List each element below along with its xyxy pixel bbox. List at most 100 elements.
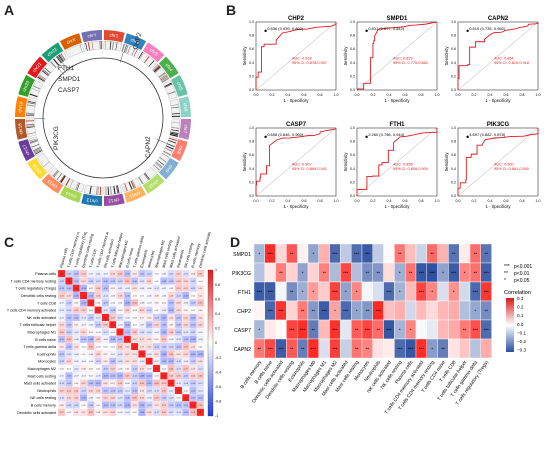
panel-b: B CHP2 0.836 (0.939, 0.860) AUC: 0.918 95% … [222, 0, 550, 225]
corr-value: 0.21 [125, 310, 130, 312]
y-tick-label: 0.0 [249, 88, 254, 92]
corr-value: 0.27 [155, 398, 160, 400]
corr-value: -0.12 [103, 310, 108, 312]
corr-value: 0.03 [155, 376, 160, 378]
heatmap-cell [275, 319, 287, 340]
cytoband [171, 127, 180, 129]
gene-row-label: PIK3CG [232, 271, 251, 277]
corr-value: -0.15 [183, 274, 188, 276]
colorbar-tick: −0.3 [517, 348, 527, 353]
significance-mark: * [410, 327, 412, 332]
corr-legend-tick: 0 [215, 341, 217, 345]
panel-c: C Plasma cells Plasma cells 1.00 -0.22 -0.29… [0, 232, 222, 450]
cytoband [152, 64, 159, 71]
x-tick-label: 0.6 [504, 199, 509, 203]
significance-mark: *** [332, 251, 338, 256]
row-label: NK cells resting [30, 396, 56, 400]
cytoband [155, 162, 162, 169]
heatmap-cell [253, 262, 266, 283]
corr-value: 0.12 [133, 274, 138, 276]
row-label: Neutrophils [37, 389, 56, 393]
corr-value: -0.36 [125, 325, 130, 327]
corr-value: 0.05 [155, 303, 160, 305]
corr-value: 0.23 [162, 405, 167, 407]
roc-auc: AUC: 0.918 [292, 56, 312, 60]
corr-value: -0.06 [140, 303, 145, 305]
corr-value: -0.26 [110, 310, 115, 312]
cytoband [41, 70, 49, 76]
corr-value: 0.22 [96, 295, 101, 297]
corr-value: 0.01 [155, 281, 160, 283]
corr-value: -0.03 [118, 325, 123, 327]
corr-value: -0.08 [183, 361, 188, 363]
corr-value: -0.11 [118, 288, 123, 290]
row-label: T cells CD8 [37, 301, 56, 305]
y-axis-title: Sensitivity [343, 152, 348, 172]
roc-cutoff-point [264, 29, 267, 33]
cytoband [44, 67, 51, 74]
x-tick-label: 0.0 [456, 199, 461, 203]
corr-value: 0.24 [176, 281, 181, 283]
roc-cutoff-point [365, 135, 368, 139]
cytoband [99, 186, 102, 195]
corr-value: -0.06 [154, 332, 159, 334]
corr-value: 0.30 [155, 383, 160, 385]
corr-value: 0.23 [191, 376, 196, 378]
corr-value: 0.04 [133, 317, 138, 319]
corr-cell [196, 408, 205, 417]
corr-value: -0.12 [176, 339, 181, 341]
cytoband [59, 54, 65, 62]
cytoband [109, 41, 112, 50]
significance-mark: * [302, 270, 304, 275]
corr-value: 0.29 [133, 398, 138, 400]
cytoband [57, 55, 63, 63]
significance-mark: * [464, 270, 466, 275]
corr-value: -0.05 [59, 376, 64, 378]
corr-value: -0.29 [67, 325, 72, 327]
significance-mark: * [475, 308, 477, 313]
y-tick-label: 0.4 [350, 167, 355, 171]
corr-value: -0.10 [147, 354, 152, 356]
corr-value: 0.04 [89, 332, 94, 334]
corr-value: -0.38 [140, 376, 145, 378]
corr-value: 1.00 [133, 347, 138, 349]
corr-value: -0.24 [132, 376, 137, 378]
row-label: Mast cells activated [24, 382, 56, 386]
corr-value: 0.15 [133, 288, 138, 290]
corr-value: 0.20 [184, 325, 189, 327]
corr-value: 0.26 [133, 332, 138, 334]
roc-title: CASP7 [286, 122, 307, 128]
corr-legend-tick: -0.2 [215, 356, 221, 360]
y-tick-label: 0.4 [249, 61, 254, 65]
cytoband [52, 169, 59, 177]
heatmap-cell [340, 243, 352, 264]
cytoband [160, 75, 168, 81]
y-tick-label: 0.8 [249, 34, 254, 38]
cytoband [31, 144, 40, 148]
cytoband [31, 88, 40, 92]
cytoband [171, 115, 180, 117]
corr-value: 1.00 [184, 398, 189, 400]
roc-cutoff-label: 0.658 (0.846, 0.960) [267, 132, 304, 137]
corr-value: 0.02 [191, 295, 196, 297]
corr-value: -0.24 [132, 368, 137, 370]
cytoband [105, 186, 107, 195]
corr-value: -0.38 [125, 303, 130, 305]
cytoband [138, 176, 144, 185]
cytoband [127, 45, 131, 54]
corr-value: 0.23 [103, 325, 108, 327]
corr-value: -0.36 [81, 288, 86, 290]
cytoband [91, 41, 94, 50]
corr-value: -0.32 [110, 376, 115, 378]
significance-mark: *** [289, 327, 295, 332]
corr-value: -0.33 [162, 281, 167, 283]
cytoband [85, 42, 88, 51]
corr-value: -0.07 [147, 368, 152, 370]
cytoband [131, 180, 137, 188]
x-tick-label: 0.8 [520, 199, 525, 203]
corr-value: -0.34 [191, 317, 196, 319]
cytoband-track [36, 153, 54, 173]
corr-value: -0.36 [191, 354, 196, 356]
corr-value: -0.38 [198, 354, 203, 356]
